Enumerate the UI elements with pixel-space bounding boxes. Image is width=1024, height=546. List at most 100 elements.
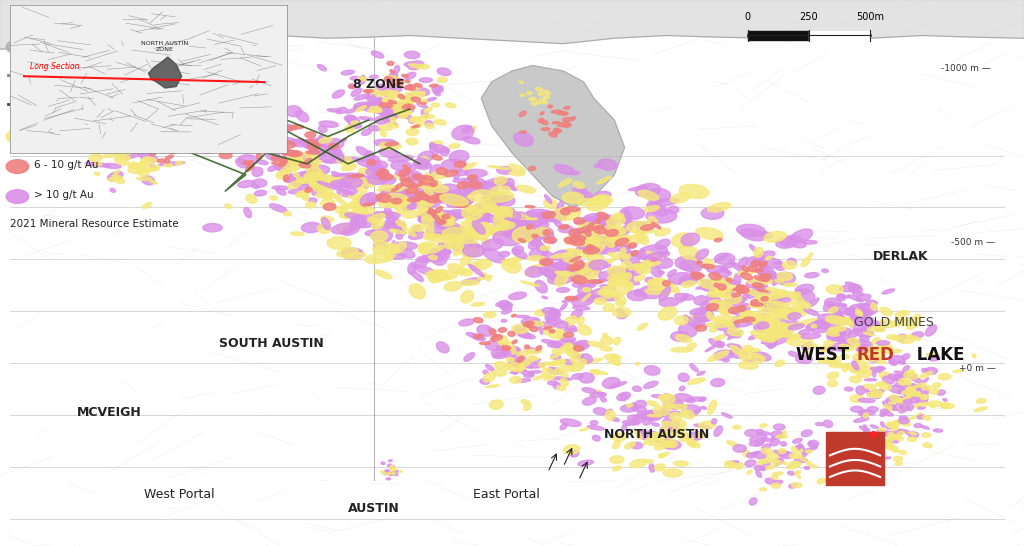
Ellipse shape [732, 288, 741, 290]
Ellipse shape [108, 143, 119, 147]
Ellipse shape [872, 353, 886, 360]
Ellipse shape [852, 361, 859, 370]
Polygon shape [748, 31, 809, 40]
Ellipse shape [302, 139, 323, 149]
Ellipse shape [631, 405, 647, 412]
Ellipse shape [461, 221, 473, 230]
Ellipse shape [6, 129, 29, 143]
Ellipse shape [419, 64, 429, 69]
Ellipse shape [583, 219, 613, 223]
Ellipse shape [410, 117, 420, 122]
Ellipse shape [575, 232, 592, 241]
Ellipse shape [691, 272, 703, 279]
Ellipse shape [624, 249, 631, 254]
Ellipse shape [766, 288, 778, 292]
Ellipse shape [771, 325, 795, 337]
Ellipse shape [613, 232, 624, 236]
Text: Modern Underground Development: Modern Underground Development [38, 98, 222, 108]
Ellipse shape [925, 367, 937, 375]
Ellipse shape [687, 343, 696, 348]
Ellipse shape [862, 384, 877, 391]
Ellipse shape [583, 236, 606, 246]
Ellipse shape [827, 471, 838, 476]
Ellipse shape [527, 325, 534, 328]
Ellipse shape [538, 247, 548, 252]
Ellipse shape [918, 395, 927, 400]
Ellipse shape [402, 211, 420, 218]
Ellipse shape [744, 460, 756, 466]
Ellipse shape [904, 394, 909, 397]
Ellipse shape [646, 252, 663, 258]
Ellipse shape [678, 373, 689, 382]
Ellipse shape [611, 278, 626, 284]
Ellipse shape [837, 294, 845, 301]
Ellipse shape [390, 94, 403, 98]
Ellipse shape [582, 388, 596, 393]
Ellipse shape [370, 100, 379, 105]
Ellipse shape [432, 171, 447, 179]
Ellipse shape [904, 430, 911, 435]
Ellipse shape [380, 130, 386, 136]
Ellipse shape [447, 228, 466, 239]
Ellipse shape [879, 345, 884, 354]
Ellipse shape [923, 416, 931, 420]
Ellipse shape [531, 234, 539, 238]
Ellipse shape [293, 173, 299, 177]
Ellipse shape [560, 378, 568, 386]
Ellipse shape [473, 318, 483, 323]
Ellipse shape [407, 183, 417, 191]
Ellipse shape [379, 90, 390, 96]
Ellipse shape [736, 224, 766, 236]
Ellipse shape [880, 319, 895, 328]
Ellipse shape [289, 157, 303, 164]
Ellipse shape [375, 116, 389, 124]
Ellipse shape [681, 281, 695, 287]
Ellipse shape [764, 232, 786, 242]
Ellipse shape [867, 317, 870, 321]
Ellipse shape [583, 397, 596, 405]
Ellipse shape [812, 321, 828, 327]
Ellipse shape [411, 85, 420, 90]
Ellipse shape [922, 378, 929, 384]
Ellipse shape [670, 280, 679, 295]
Ellipse shape [555, 272, 568, 286]
Ellipse shape [529, 265, 556, 274]
Ellipse shape [712, 303, 723, 310]
Ellipse shape [715, 254, 728, 262]
Ellipse shape [370, 75, 378, 79]
Ellipse shape [688, 432, 705, 440]
Ellipse shape [660, 396, 675, 400]
Ellipse shape [579, 192, 593, 199]
Ellipse shape [509, 209, 514, 213]
Ellipse shape [788, 462, 797, 467]
Ellipse shape [627, 404, 633, 407]
Ellipse shape [554, 222, 566, 230]
Ellipse shape [517, 356, 523, 363]
Ellipse shape [542, 211, 556, 218]
Ellipse shape [413, 92, 425, 98]
Ellipse shape [252, 167, 263, 176]
Ellipse shape [570, 347, 581, 355]
Ellipse shape [674, 461, 688, 466]
Ellipse shape [754, 314, 777, 322]
Ellipse shape [415, 256, 427, 268]
Ellipse shape [352, 197, 362, 204]
Ellipse shape [636, 251, 650, 262]
Text: West Portal: West Portal [144, 488, 214, 501]
Ellipse shape [828, 307, 838, 313]
Ellipse shape [152, 110, 163, 116]
Ellipse shape [893, 435, 901, 438]
Ellipse shape [854, 318, 860, 322]
Ellipse shape [365, 253, 391, 264]
Ellipse shape [396, 233, 402, 239]
Ellipse shape [438, 148, 449, 156]
Ellipse shape [725, 284, 737, 292]
Ellipse shape [550, 341, 563, 348]
Ellipse shape [385, 143, 398, 146]
Ellipse shape [790, 453, 800, 458]
Ellipse shape [803, 240, 817, 244]
Ellipse shape [530, 98, 534, 101]
Ellipse shape [802, 343, 812, 349]
Ellipse shape [378, 109, 389, 115]
Ellipse shape [411, 97, 421, 102]
